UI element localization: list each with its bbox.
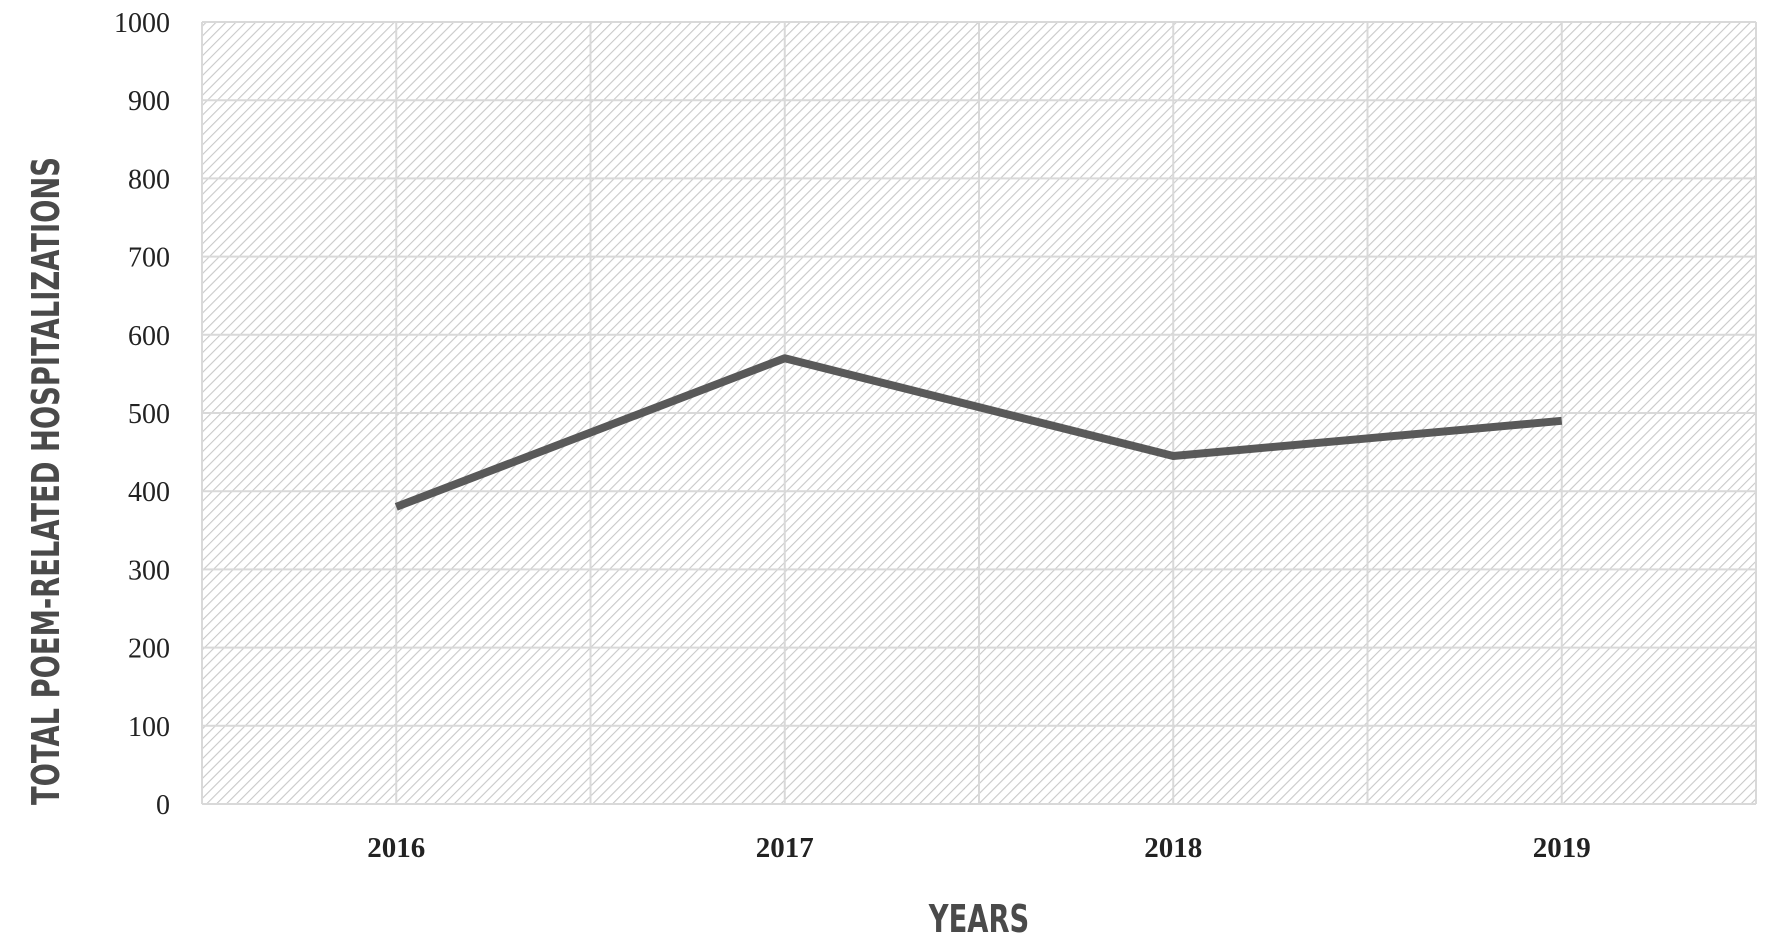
series-layer: [394, 354, 1563, 511]
x-tick-label: 2019: [1533, 832, 1591, 864]
y-tick-label: 400: [128, 477, 170, 508]
y-tick-label: 800: [128, 164, 170, 195]
y-tick-label: 900: [128, 86, 170, 117]
x-axis-ticks: 2016 2017 2018 2019: [367, 832, 1591, 864]
gridlines: [201, 21, 1757, 805]
y-tick-label: 500: [128, 399, 170, 430]
y-axis-title: TOTAL POEM-RELATED HOSPITALIZATIONS: [23, 157, 68, 805]
x-tick-label: 2016: [367, 832, 425, 864]
y-tick-label: 200: [128, 634, 170, 665]
y-tick-label: 0: [156, 790, 170, 821]
x-tick-label: 2017: [756, 832, 814, 864]
series-line: [394, 354, 1563, 511]
y-tick-label: 300: [128, 555, 170, 586]
x-tick-label: 2018: [1144, 832, 1202, 864]
y-axis-ticks: 0 100 200 300 400 500 600 700 800 900 1000: [114, 8, 170, 821]
y-tick-label: 1000: [114, 8, 170, 39]
y-tick-label: 700: [128, 243, 170, 274]
x-axis-title: YEARS: [928, 896, 1029, 941]
y-tick-label: 100: [128, 712, 170, 743]
y-tick-label: 600: [128, 321, 170, 352]
